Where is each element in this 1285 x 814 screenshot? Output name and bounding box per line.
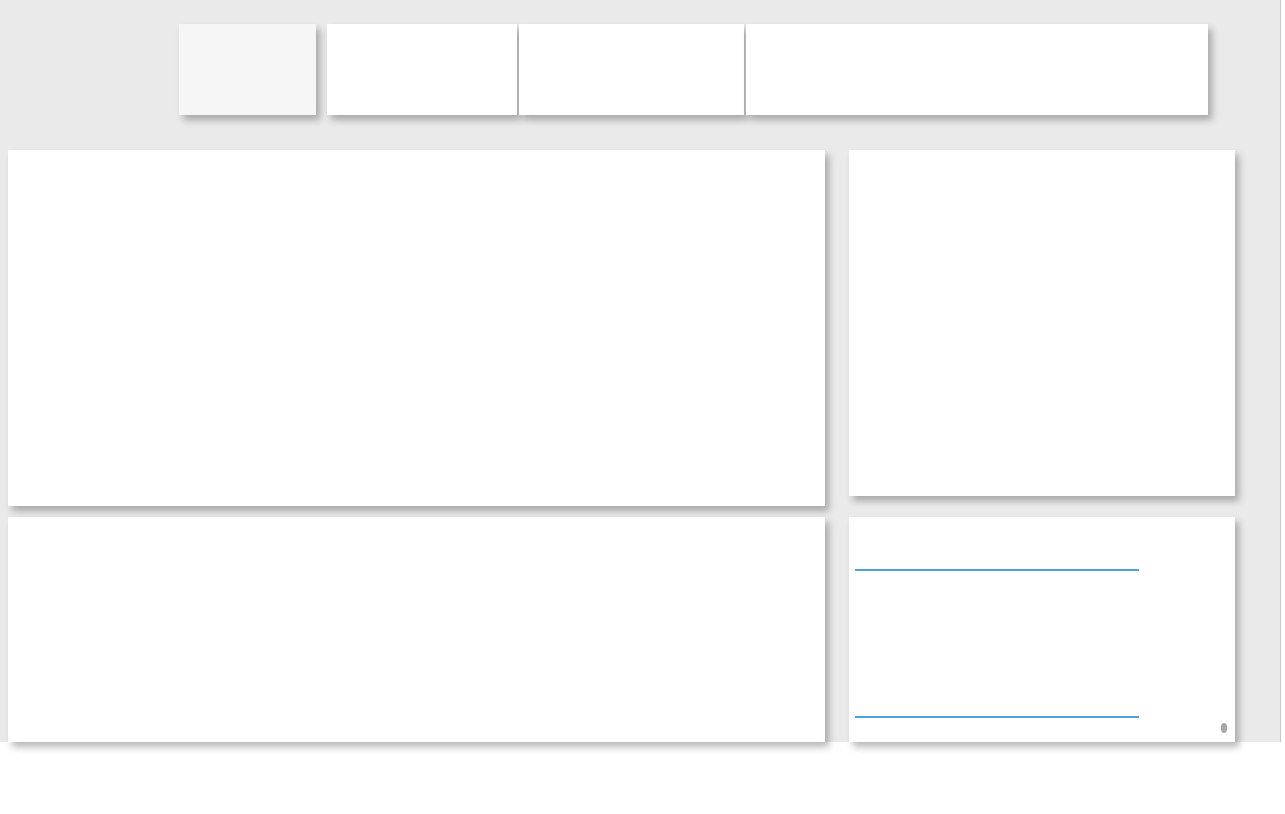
page-title-card (746, 24, 1208, 115)
kpi-average-monthly-revenue[interactable] (327, 24, 517, 115)
column-chart-svg (8, 517, 825, 742)
canvas-edge (1280, 0, 1281, 742)
table-scrollbar-thumb[interactable] (1221, 723, 1227, 733)
workout-preference-bar-visual[interactable] (849, 150, 1235, 496)
revenue-by-location-visual[interactable] (8, 517, 825, 742)
hbar-chart-svg (849, 150, 1235, 496)
kpi-membership-retention-rate[interactable] (519, 24, 744, 115)
membership-type-pie-visual[interactable] (8, 150, 825, 506)
kpi-total-members[interactable] (179, 24, 316, 115)
table-header-divider (855, 569, 1139, 571)
pie-legend[interactable] (693, 291, 823, 295)
top-spending-members-table[interactable] (849, 517, 1235, 742)
table-total-divider (855, 716, 1139, 718)
pie-chart-svg (8, 150, 825, 506)
